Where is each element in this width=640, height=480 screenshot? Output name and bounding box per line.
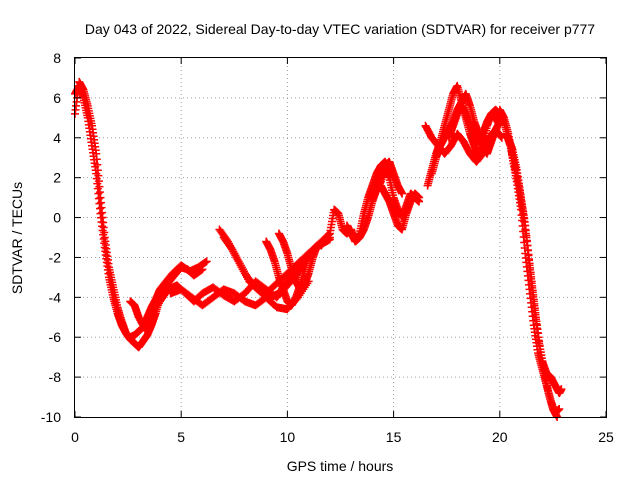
- y-tick-label: 8: [53, 50, 61, 66]
- data-layer: [71, 77, 566, 421]
- x-tick-label: 15: [386, 429, 402, 445]
- y-tick-label: 4: [53, 130, 61, 146]
- series-trace-2: [71, 81, 211, 342]
- y-tick-label: -6: [49, 329, 62, 345]
- y-tick-label: 2: [53, 170, 61, 186]
- data-point: [415, 193, 424, 202]
- data-point: [557, 385, 566, 394]
- series-trace-8: [274, 229, 322, 294]
- y-tick-label: -2: [49, 249, 62, 265]
- x-tick-label: 20: [492, 429, 508, 445]
- y-tick-label: -4: [49, 289, 62, 305]
- series-trace-16: [444, 101, 504, 146]
- data-point: [146, 314, 155, 323]
- series-trace-11: [376, 181, 424, 234]
- data-point: [398, 189, 407, 198]
- series-trace-12: [368, 157, 407, 202]
- y-tick-label: 0: [53, 210, 61, 226]
- y-axis-label: SDTVAR / TECUs: [9, 182, 25, 294]
- y-tick-label: -8: [49, 369, 62, 385]
- ticks: 0 5 10 15 20 25 -10 -8 -6 -4 -2 0 2 4 6 8: [41, 50, 614, 445]
- series-trace-19: [502, 129, 562, 421]
- series-trace-15: [421, 121, 506, 166]
- x-tick-label: 25: [598, 429, 614, 445]
- x-tick-label: 5: [177, 429, 185, 445]
- chart-title: Day 043 of 2022, Sidereal Day-to-day VTE…: [85, 21, 595, 37]
- y-tick-label: 6: [53, 90, 61, 106]
- y-tick-label: -10: [41, 409, 61, 425]
- x-tick-label: 10: [280, 429, 296, 445]
- x-tick-label: 0: [71, 429, 79, 445]
- data-point: [202, 257, 211, 266]
- x-axis-label: GPS time / hours: [287, 458, 394, 474]
- plot-frame: [74, 57, 607, 418]
